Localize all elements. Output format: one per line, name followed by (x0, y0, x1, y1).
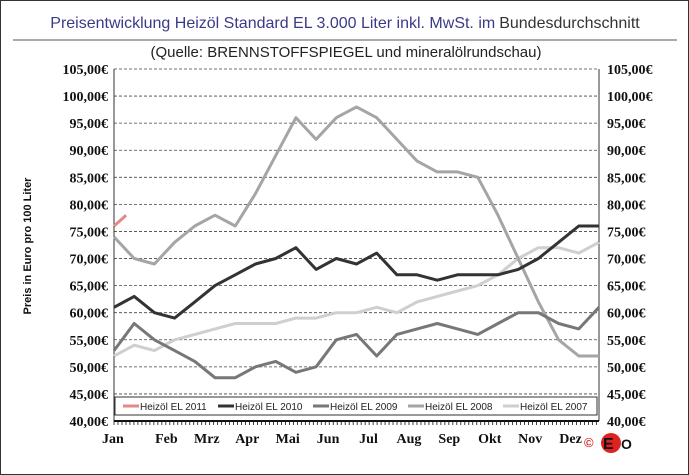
x-tick-label: Feb (155, 432, 178, 447)
y-tick-left: 105,00€ (63, 63, 109, 78)
legend-label: Heizöl EL 2009 (330, 402, 398, 413)
y-tick-left: 55,00€ (70, 334, 109, 349)
y-tick-left: 60,00€ (70, 307, 109, 322)
chart-title-line: Preisentwicklung Heizöl Standard EL 3.00… (50, 15, 640, 32)
x-tick-label: Jun (317, 432, 340, 447)
legend-label: Heizöl EL 2010 (235, 402, 303, 413)
x-tick-label: Apr (235, 432, 259, 447)
legend-label: Heizöl EL 2011 (140, 402, 207, 413)
y-tick-right: 85,00€ (607, 171, 646, 186)
x-tick-label: Jan (102, 432, 124, 447)
legend-label: Heizöl EL 2007 (520, 402, 588, 413)
x-tick-label: Mai (276, 432, 300, 447)
svg-text:O: O (621, 436, 632, 452)
y-tick-left: 80,00€ (70, 198, 109, 213)
x-tick-label: Aug (396, 432, 421, 447)
ceo-logo: © E O (584, 433, 632, 453)
y-tick-right: 95,00€ (607, 117, 646, 132)
y-tick-left: 75,00€ (70, 225, 109, 240)
y-tick-right: 105,00€ (607, 63, 653, 78)
y-tick-right: 100,00€ (607, 90, 653, 105)
y-tick-right: 70,00€ (607, 253, 646, 268)
svg-text:©: © (584, 435, 594, 450)
y-tick-left: 45,00€ (70, 388, 109, 403)
y-tick-left: 90,00€ (70, 144, 109, 159)
x-tick-label: Jul (359, 432, 378, 447)
legend: Heizöl EL 2011 Heizöl EL 2010 Heizöl EL 20… (114, 396, 598, 416)
y-tick-left: 95,00€ (70, 117, 109, 132)
y-tick-right: 55,00€ (607, 334, 646, 349)
y-tick-left: 50,00€ (70, 361, 109, 376)
x-tick-label: Okt (478, 432, 502, 447)
series-line-heiz-l-el-2007 (113, 240, 600, 358)
x-tick-label: Dez (559, 432, 582, 447)
x-tick-label: Mrz (194, 432, 220, 447)
chart-title: Preisentwicklung Heizöl Standard EL 3.00… (50, 15, 495, 32)
y-tick-right: 80,00€ (607, 198, 646, 213)
series-line-heiz-l-el-2010 (113, 224, 599, 320)
y-tick-right: 75,00€ (607, 225, 646, 240)
y-tick-left: 85,00€ (70, 171, 109, 186)
chart-subtitle: (Quelle: BRENNSTOFFSPIEGEL und mineralöl… (151, 44, 542, 61)
y-tick-left: 100,00€ (63, 90, 109, 105)
y-tick-right: 40,00€ (607, 415, 646, 430)
y-tick-right: 60,00€ (607, 307, 646, 322)
x-tick-label: Nov (518, 432, 542, 447)
legend-label: Heizöl EL 2008 (425, 402, 493, 413)
series-line-heiz-l-el-2009 (112, 306, 601, 380)
y-tick-right: 90,00€ (607, 144, 646, 159)
svg-text:E: E (603, 436, 614, 453)
y-tick-right: 45,00€ (607, 388, 646, 403)
series-line-heiz-l-el-2008 (112, 105, 599, 358)
y-axis-label: Preis in Euro pro 100 Liter (22, 177, 34, 315)
y-tick-right: 65,00€ (607, 280, 646, 295)
series-line-heiz-l-el-2011 (113, 214, 128, 228)
chart-title-suffix: Bundesdurchschnitt (499, 15, 640, 32)
y-tick-left: 70,00€ (70, 253, 109, 268)
y-tick-left: 40,00€ (70, 415, 109, 430)
y-tick-left: 65,00€ (70, 280, 109, 295)
y-tick-right: 50,00€ (607, 361, 646, 376)
x-tick-label: Sep (438, 432, 460, 447)
